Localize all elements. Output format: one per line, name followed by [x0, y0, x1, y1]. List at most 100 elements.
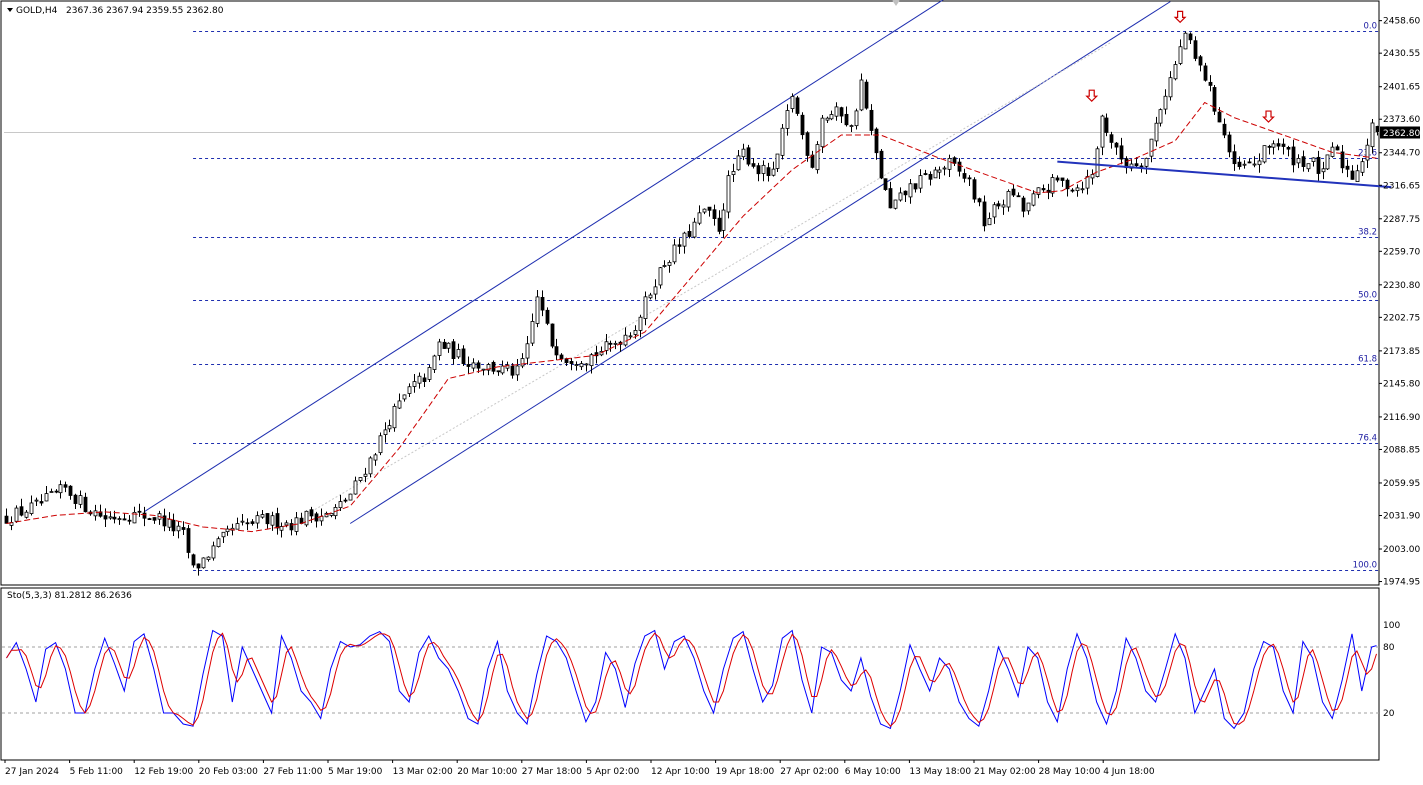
channel-upper-line: [143, 0, 944, 513]
candle: [176, 521, 181, 539]
price-tick-label: 2003.00: [1383, 545, 1420, 555]
candle: [1075, 184, 1080, 197]
candle: [898, 187, 903, 202]
channel-lower-line: [349, 1, 1171, 524]
candle: [717, 210, 722, 235]
candle: [790, 93, 795, 113]
candle: [908, 178, 913, 204]
candle: [1227, 131, 1232, 158]
candle: [132, 506, 137, 524]
main-panel-frame: [0, 0, 1380, 586]
candle: [270, 511, 275, 531]
time-tick-label: 20 Mar 10:00: [457, 767, 517, 777]
candle: [186, 524, 191, 559]
time-tick-label: 27 Feb 11:00: [263, 767, 322, 777]
candle: [859, 73, 864, 112]
candle: [54, 489, 59, 494]
candle: [481, 368, 486, 376]
price-tick-label: 2202.75: [1383, 313, 1420, 323]
ohlc-label: 2367.36 2367.94 2359.55 2362.80: [66, 6, 224, 16]
candle: [692, 217, 697, 239]
time-tick-label: 27 Apr 02:00: [780, 767, 839, 777]
candle: [613, 340, 618, 350]
down-arrow-icon: [1085, 89, 1099, 103]
candle: [942, 165, 947, 176]
candle: [1183, 31, 1188, 50]
candle: [476, 360, 481, 373]
candle: [780, 123, 785, 160]
candle: [839, 106, 844, 123]
candle: [712, 204, 717, 226]
candle: [392, 403, 397, 432]
candle: [1055, 175, 1060, 183]
candle: [1365, 138, 1370, 168]
candle: [1080, 181, 1085, 194]
candle: [1286, 145, 1291, 157]
candle: [329, 513, 334, 518]
candle: [427, 364, 432, 382]
candle: [397, 393, 402, 409]
candle: [545, 307, 550, 326]
candle: [383, 422, 388, 443]
candle: [584, 363, 589, 372]
candle: [1232, 144, 1237, 171]
candle: [446, 342, 451, 353]
time-tick-label: 6 May 10:00: [845, 767, 901, 777]
candle: [216, 536, 221, 548]
candle: [1321, 161, 1326, 180]
candle: [741, 143, 746, 161]
candle: [1114, 142, 1119, 155]
candle: [800, 112, 805, 140]
candle: [68, 485, 73, 500]
candle: [235, 517, 240, 530]
candle: [78, 490, 83, 509]
candle: [181, 521, 186, 535]
candle: [432, 354, 437, 374]
fib-level-label: 100.0: [1353, 561, 1377, 571]
candle: [869, 104, 874, 136]
candle: [1257, 153, 1262, 173]
candle: [1247, 158, 1252, 164]
candle: [250, 519, 255, 526]
candle: [373, 453, 378, 466]
candle: [422, 373, 427, 388]
time-tick-label: 20 Feb 03:00: [199, 767, 258, 777]
candle: [1375, 125, 1380, 136]
candle: [559, 353, 564, 362]
candle: [1360, 157, 1365, 176]
price-tick-label: 2401.65: [1383, 83, 1420, 93]
candle: [893, 199, 898, 210]
time-tick-label: 21 May 02:00: [974, 767, 1036, 777]
candle: [1173, 60, 1178, 81]
candle: [628, 332, 633, 339]
candle: [378, 432, 383, 456]
candle: [721, 203, 726, 238]
candle: [500, 360, 505, 375]
candle: [49, 488, 54, 493]
candle: [937, 166, 942, 179]
collapse-triangle-icon[interactable]: [7, 8, 13, 12]
candle: [672, 239, 677, 265]
candle: [540, 290, 545, 317]
candle: [1316, 150, 1321, 181]
candle: [1271, 140, 1276, 155]
candle: [1011, 184, 1016, 197]
time-tick-label: 12 Feb 19:00: [134, 767, 193, 777]
time-tick-label: 5 Apr 02:00: [586, 767, 639, 777]
candle: [608, 340, 613, 352]
candle: [535, 290, 540, 328]
price-tick-label: 2031.90: [1383, 511, 1420, 521]
price-tick-label: 2059.95: [1383, 479, 1420, 489]
candle: [643, 291, 648, 326]
candle: [883, 178, 888, 191]
candle: [343, 497, 348, 503]
candle: [417, 372, 422, 389]
time-tick-label: 4 Jun 18:00: [1103, 767, 1155, 777]
price-tick-label: 2430.55: [1383, 49, 1420, 59]
candle: [554, 338, 559, 361]
candle: [260, 509, 265, 519]
candle: [874, 127, 879, 160]
channel-mid-line: [300, 41, 1112, 519]
price-tick-label: 2344.70: [1383, 149, 1420, 159]
candle: [746, 144, 751, 167]
